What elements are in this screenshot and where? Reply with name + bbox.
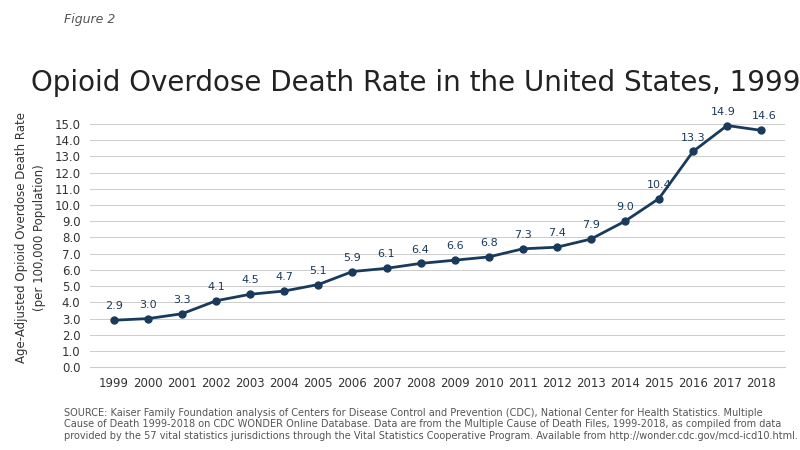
Text: 6.6: 6.6 <box>446 241 463 251</box>
Text: Figure 2: Figure 2 <box>64 14 115 27</box>
Text: 7.3: 7.3 <box>514 230 532 240</box>
Text: 6.4: 6.4 <box>412 244 430 255</box>
Text: 2.9: 2.9 <box>105 302 123 311</box>
Text: 5.9: 5.9 <box>343 252 362 263</box>
Text: 6.8: 6.8 <box>480 238 498 248</box>
Text: 5.1: 5.1 <box>310 266 327 275</box>
Text: 4.1: 4.1 <box>207 282 225 292</box>
Text: 14.9: 14.9 <box>711 107 736 117</box>
Y-axis label: Age-Adjusted Opioid Overdose Death Rate
(per 100,000 Population): Age-Adjusted Opioid Overdose Death Rate … <box>15 112 46 363</box>
Text: 4.7: 4.7 <box>275 272 294 282</box>
Text: 9.0: 9.0 <box>616 202 634 212</box>
Text: 7.4: 7.4 <box>548 228 566 238</box>
Text: 13.3: 13.3 <box>681 133 706 143</box>
Text: 3.3: 3.3 <box>174 295 191 305</box>
Text: SOURCE: Kaiser Family Foundation analysis of Centers for Disease Control and Pre: SOURCE: Kaiser Family Foundation analysi… <box>64 408 798 441</box>
Text: Opioid Overdose Death Rate in the United States, 1999-2018: Opioid Overdose Death Rate in the United… <box>31 69 800 97</box>
Text: HENRY J. KAISER: HENRY J. KAISER <box>666 428 717 434</box>
Text: 3.0: 3.0 <box>139 300 157 310</box>
Text: 7.9: 7.9 <box>582 220 600 230</box>
Text: KFF: KFF <box>666 399 719 423</box>
Text: FAMILY FOUNDATION: FAMILY FOUNDATION <box>666 436 730 442</box>
Text: 10.4: 10.4 <box>646 180 671 189</box>
Text: 6.1: 6.1 <box>378 249 395 259</box>
Text: 4.5: 4.5 <box>242 275 259 285</box>
Text: 14.6: 14.6 <box>752 112 777 122</box>
